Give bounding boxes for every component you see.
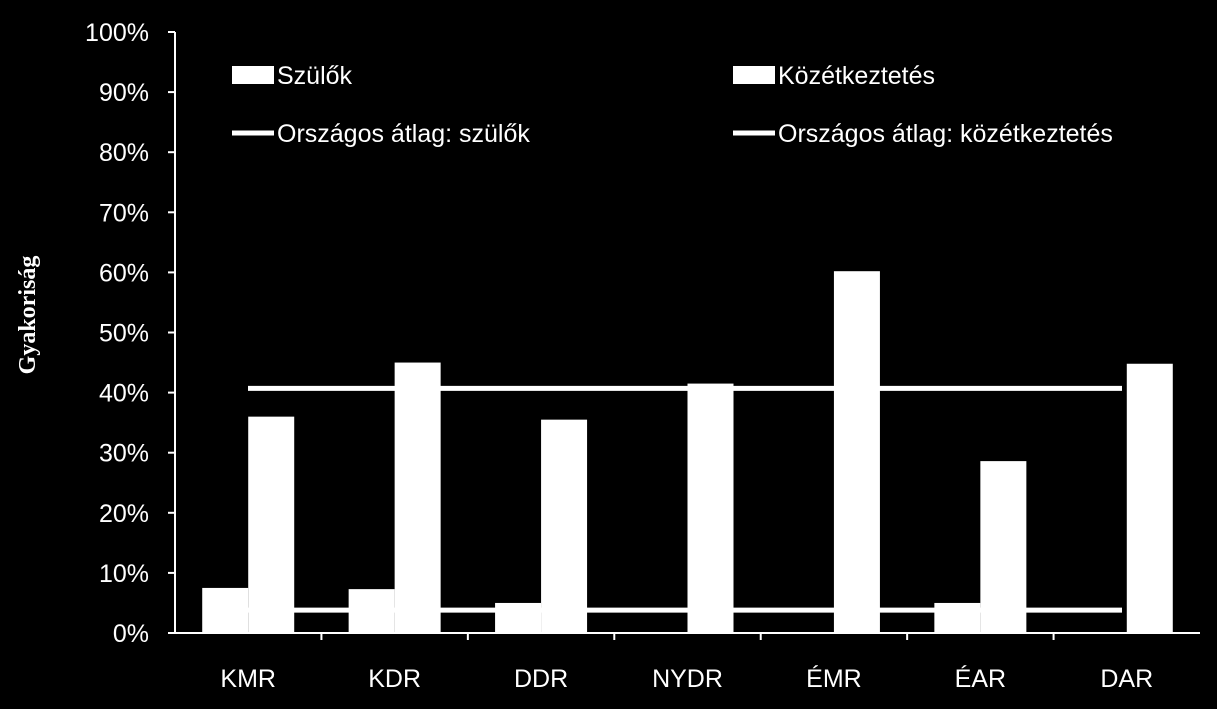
bar-kozetkeztetes	[394, 362, 441, 633]
legend-kozetkeztetes-label: Közétkeztetés	[778, 62, 935, 90]
bar-szulok	[495, 602, 542, 633]
y-tick-label: 0%	[113, 620, 149, 648]
x-tick-label: KDR	[368, 665, 421, 693]
y-tick-label: 100%	[85, 19, 149, 47]
bar-kozetkeztetes	[833, 271, 880, 633]
x-tick-label: DDR	[514, 665, 568, 693]
legend-orszagos-kozetkeztetes-label: Országos átlag: közétkeztetés	[778, 120, 1113, 148]
x-tick-label: ÉMR	[806, 664, 862, 693]
bar-kozetkeztetes	[541, 419, 588, 633]
y-tick-label: 60%	[99, 259, 149, 287]
bar-kozetkeztetes	[1126, 363, 1173, 633]
y-tick-label: 50%	[99, 320, 149, 348]
y-tick-label: 90%	[99, 79, 149, 107]
y-axis-label: Gyakoriság	[15, 256, 41, 375]
axes: 0% 10% 20% 30% 40% 50% 60% 70% 80% 90% 100% KMR KDR D…	[85, 19, 1200, 693]
x-tick-label: KMR	[220, 665, 276, 693]
bar-kozetkeztetes	[248, 416, 295, 633]
x-tick-label: ÉAR	[955, 664, 1006, 693]
y-tick-label: 10%	[99, 560, 149, 588]
legend-kozetkeztetes-swatch	[733, 66, 775, 84]
y-tick-label: 70%	[99, 199, 149, 227]
legend-orszagos-szulok-label: Országos átlag: szülők	[277, 120, 530, 148]
x-tick-label: DAR	[1100, 665, 1153, 693]
legend: Szülők Közétkeztetés Országos átlag: szülő…	[232, 62, 1113, 148]
reference-lines	[248, 385, 1122, 613]
legend-szulok-label: Szülők	[277, 62, 353, 90]
y-tick-label: 80%	[99, 139, 149, 167]
bars	[202, 271, 1173, 633]
bar-kozetkeztetes	[980, 461, 1027, 633]
bar-kozetkeztetes	[687, 383, 734, 633]
y-tick-label: 40%	[99, 380, 149, 408]
bar-szulok	[934, 602, 981, 633]
y-tick-label: 30%	[99, 440, 149, 468]
bar-szulok	[202, 587, 249, 633]
legend-szulok-swatch	[232, 66, 274, 84]
x-tick-label: NYDR	[652, 665, 723, 693]
y-tick-label: 20%	[99, 500, 149, 528]
